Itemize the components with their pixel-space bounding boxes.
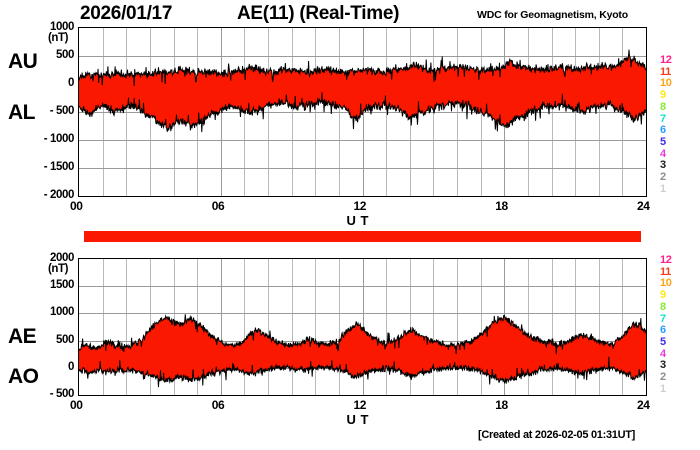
legend-item: 11: [660, 265, 671, 278]
y-axis-tick-label: 1000: [50, 306, 74, 319]
data-coverage-bar: [84, 231, 641, 242]
chart-panel-au-al: [78, 27, 647, 197]
gridline-vertical: [103, 259, 104, 395]
x-axis-tick-label: 06: [211, 398, 225, 412]
y-axis-tick-label: 500: [56, 333, 74, 346]
y-axis-tick-label: 0: [68, 360, 74, 373]
legend-bottom: 12 11 10 9 8 7 6 5 4 3 2 1: [660, 254, 682, 395]
gridline-vertical: [552, 259, 553, 395]
legend-item: 2: [660, 171, 666, 184]
x-axis-title: U T: [346, 213, 369, 228]
gridline-vertical: [221, 259, 222, 395]
legend-item: 1: [660, 382, 666, 395]
y-axis-tick-label: - 500: [49, 105, 75, 117]
chart-date: 2026/01/17: [80, 3, 173, 24]
y-axis-tick-label: - 500: [49, 388, 75, 400]
gridline-horizontal: [79, 56, 646, 57]
x-axis-tick-label: 18: [495, 398, 508, 412]
x-axis-tick-label: 00: [70, 398, 83, 412]
legend-item: 12: [660, 54, 672, 66]
legend-item: 5: [660, 135, 666, 148]
y-axis-tick-label: - 1000: [43, 133, 75, 145]
unit-label-top: (nT): [48, 32, 69, 44]
legend-top: 12 11 10 9 8 7 6 5 4 3 2 1: [660, 54, 682, 195]
x-axis-tick-label: 12: [353, 199, 367, 213]
y-axis-tick-label: 2000: [50, 252, 74, 264]
gridline-vertical: [457, 259, 458, 395]
legend-item: 3: [660, 359, 666, 372]
unit-label-bottom: (nT): [48, 263, 69, 275]
gridline-vertical: [150, 259, 151, 395]
series-label-ao: AO: [8, 365, 39, 388]
legend-item: 8: [660, 300, 666, 313]
gridline-vertical: [528, 259, 529, 395]
legend-item: 7: [660, 312, 666, 325]
gridline-vertical: [386, 259, 387, 395]
gridline-vertical: [244, 259, 245, 395]
gridline-vertical: [433, 259, 434, 395]
legend-item: 1: [660, 182, 666, 195]
x-axis-tick-label: 24: [637, 199, 650, 213]
x-axis-tick-label: 12: [353, 398, 367, 412]
upper-envelope-line: [79, 314, 646, 354]
legend-item: 6: [660, 324, 666, 337]
x-axis-tick-label: 18: [495, 199, 508, 213]
legend-item: 4: [660, 147, 666, 160]
y-axis-tick-label: 1500: [50, 279, 74, 292]
legend-item: 5: [660, 335, 666, 348]
y-axis-tick-label: 1000: [50, 21, 74, 33]
series-label-au: AU: [8, 50, 38, 73]
created-timestamp: [Created at 2026-02-05 01:31UT]: [478, 429, 636, 441]
y-axis-tick-label: - 2000: [43, 189, 75, 201]
legend-item: 10: [660, 77, 672, 90]
legend-item: 10: [660, 277, 672, 290]
legend-item: 4: [660, 347, 666, 360]
series-label-ae: AE: [8, 325, 37, 348]
legend-item: 9: [660, 289, 666, 302]
gridline-horizontal: [79, 168, 646, 169]
trace-au-al: [79, 28, 646, 196]
legend-item: 7: [660, 112, 666, 125]
gridline-vertical: [315, 259, 316, 395]
gridline-vertical: [292, 259, 293, 395]
gridline-vertical: [599, 259, 600, 395]
gridline-vertical: [622, 259, 623, 395]
envelope-fill: [79, 314, 646, 388]
upper-envelope-line: [79, 50, 646, 86]
x-axis-tick-label: 00: [70, 199, 83, 213]
gridline-vertical: [481, 259, 482, 395]
legend-item: 2: [660, 371, 666, 384]
chart-panel-ae-ao: [78, 258, 647, 396]
trace-svg: [79, 259, 646, 395]
legend-item: 12: [660, 254, 672, 266]
legend-item: 11: [660, 65, 671, 78]
gridline-vertical: [126, 259, 127, 395]
envelope-fill: [79, 49, 646, 133]
source-credit: WDC for Geomagnetism, Kyoto: [477, 9, 628, 21]
legend-item: 8: [660, 100, 666, 113]
gridline-horizontal: [79, 140, 646, 141]
y-axis-tick-label: 0: [68, 77, 74, 89]
trace-ae-ao: [79, 259, 646, 395]
gridline-vertical: [575, 259, 576, 395]
legend-item: 9: [660, 89, 666, 102]
legend-item: 6: [660, 124, 666, 137]
gridline-horizontal: [79, 313, 646, 314]
legend-item: 3: [660, 159, 666, 172]
x-axis-tick-label: 06: [211, 199, 225, 213]
x-axis-tick-label: 24: [637, 398, 650, 412]
gridline-vertical: [268, 259, 269, 395]
lower-envelope-line: [79, 92, 646, 132]
lower-envelope-line: [79, 357, 646, 387]
trace-svg: [79, 28, 646, 196]
series-label-al: AL: [8, 101, 36, 124]
y-axis-tick-label: 500: [56, 49, 74, 61]
y-axis-tick-label: - 1500: [43, 161, 75, 173]
x-axis-title: U T: [346, 412, 369, 427]
gridline-vertical: [339, 259, 340, 395]
page-title: AE(11) (Real-Time): [237, 3, 400, 24]
gridline-vertical: [410, 259, 411, 395]
gridline-horizontal: [79, 286, 646, 287]
